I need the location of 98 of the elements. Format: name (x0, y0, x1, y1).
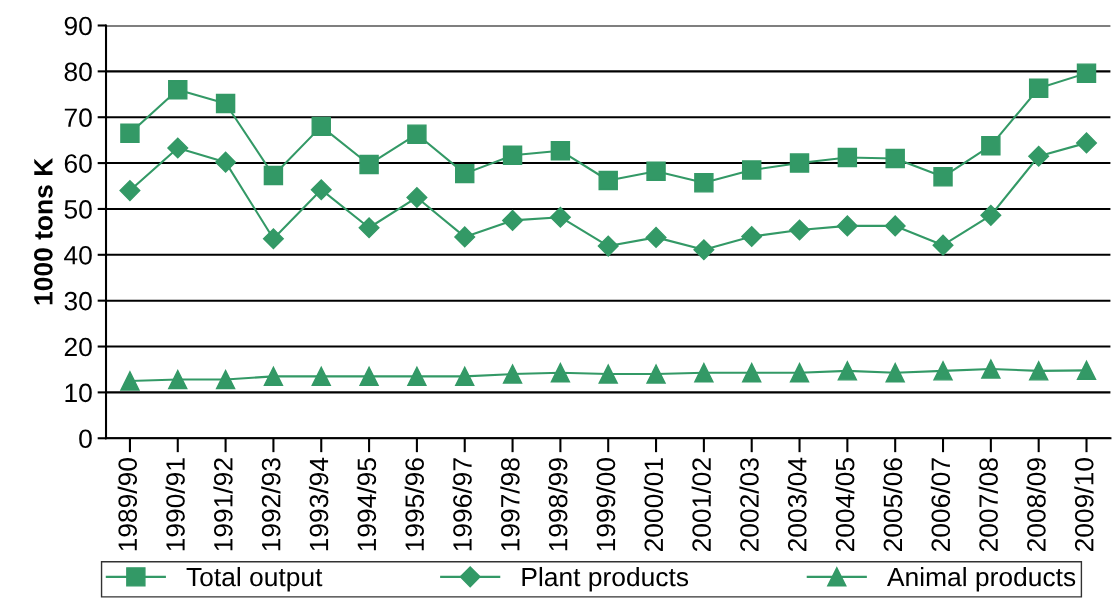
point (837, 361, 858, 381)
point (933, 361, 953, 381)
point (549, 206, 571, 228)
point (694, 173, 714, 193)
y-tick-label: 20 (64, 337, 92, 357)
y-tick-label: 30 (64, 291, 92, 311)
point (645, 226, 667, 248)
point (1075, 132, 1098, 154)
y-tick-label: 90 (64, 16, 92, 36)
legend-label: Animal products (886, 566, 1076, 592)
point (119, 180, 141, 202)
point (981, 359, 1001, 379)
point (837, 147, 858, 168)
point (263, 165, 284, 186)
point (597, 235, 619, 257)
point (741, 225, 763, 247)
point (310, 179, 332, 201)
x-tick-label: 1997/98 (500, 458, 520, 551)
point (789, 362, 810, 383)
y-tick-label: 60 (64, 154, 92, 173)
point (550, 140, 571, 161)
point (311, 366, 331, 387)
point (884, 215, 906, 237)
x-tick-label: 2007/08 (978, 458, 998, 552)
point (646, 161, 666, 182)
point (1028, 361, 1049, 381)
x-tick-label: 1992/93 (261, 458, 281, 551)
point (502, 364, 523, 384)
point (1028, 145, 1050, 167)
y-axis-title: 1000 tons K (34, 158, 53, 305)
point (741, 160, 762, 180)
point (120, 123, 140, 143)
point (407, 124, 427, 144)
point (167, 137, 189, 159)
point (693, 239, 715, 261)
point (932, 234, 954, 256)
x-tick-label: 2005/06 (882, 458, 903, 552)
x-tick-label: 1994/95 (356, 458, 377, 551)
point (215, 151, 237, 173)
point (550, 362, 571, 383)
point (502, 209, 524, 231)
point (168, 79, 188, 100)
point (836, 215, 858, 237)
point (933, 167, 953, 187)
point (981, 135, 1001, 156)
point (789, 219, 811, 241)
y-tick-label: 40 (64, 245, 92, 265)
point (1076, 63, 1097, 83)
y-tick-label: 50 (64, 200, 92, 219)
point (215, 369, 236, 390)
y-tick-label: 80 (64, 62, 92, 82)
point (502, 145, 523, 166)
x-tick-label: 2008/09 (1026, 458, 1046, 552)
point (262, 228, 284, 250)
point (407, 366, 427, 387)
point (406, 186, 428, 208)
point (646, 364, 666, 384)
point (598, 364, 618, 384)
point (789, 153, 810, 173)
x-tick-label: 1993/94 (308, 457, 329, 551)
legend-label: Total output (186, 566, 323, 592)
x-tick-label: 2004/05 (835, 458, 855, 552)
x-tick-label: 1999/00 (595, 458, 616, 551)
x-tick-label: 2002/03 (739, 458, 759, 552)
x-tick-label: 1998/99 (548, 458, 568, 551)
point (215, 93, 236, 114)
point (885, 362, 905, 383)
y-tick-label: 70 (64, 108, 92, 128)
x-tick-label: 1989/90 (117, 458, 138, 551)
point (359, 154, 379, 175)
x-tick-label: 2003/04 (787, 457, 807, 552)
point (598, 170, 618, 191)
x-tick-label: 2000/01 (643, 458, 664, 552)
point (311, 116, 331, 137)
x-tick-label: 2009/10 (1074, 458, 1094, 552)
y-tick-label: 0 (79, 429, 92, 449)
x-tick-label: 1995/96 (404, 458, 424, 551)
x-tick-label: 1996/97 (452, 458, 472, 551)
point (455, 163, 475, 184)
x-tick-label: 2006/07 (930, 458, 951, 552)
point (120, 371, 140, 391)
point (980, 204, 1002, 226)
y-tick-label: 10 (65, 383, 92, 403)
point (454, 226, 476, 248)
point (263, 366, 284, 387)
point (455, 366, 475, 387)
point (1028, 78, 1049, 99)
point (358, 217, 380, 239)
point (694, 362, 714, 383)
point (359, 366, 379, 387)
point (1076, 360, 1097, 381)
point (168, 369, 188, 390)
point (741, 362, 762, 383)
legend-label: Plant products (522, 566, 689, 592)
point (885, 148, 905, 169)
x-tick-label: 2001/02 (691, 458, 711, 552)
x-tick-label: 1991/92 (213, 458, 233, 551)
x-tick-label: 1990/91 (165, 458, 185, 551)
